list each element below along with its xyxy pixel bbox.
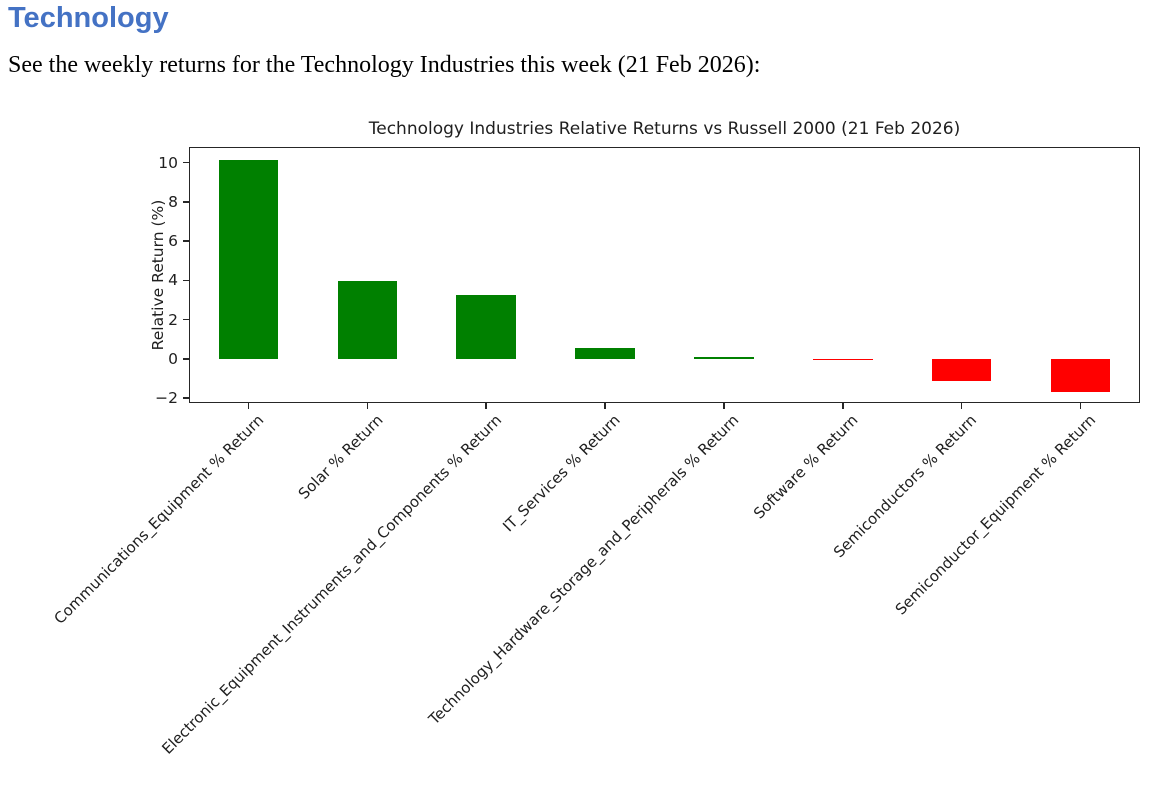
x-tick-mark <box>1079 403 1082 409</box>
y-tick-label: 4 <box>168 271 178 290</box>
x-tick-label: Semiconductor_Equipment % Return <box>891 411 1100 619</box>
bar <box>694 357 754 359</box>
y-tick-mark <box>183 318 189 321</box>
bar <box>575 348 635 359</box>
y-tick-label: 10 <box>158 153 178 172</box>
x-tick-mark <box>485 403 487 409</box>
y-tick-mark <box>183 161 189 164</box>
bar <box>931 358 992 382</box>
y-tick-mark <box>183 279 189 282</box>
bar <box>1050 358 1111 393</box>
x-tick-label: Communications_Equipment % Return <box>50 411 268 628</box>
y-tick-mark <box>183 397 189 399</box>
x-tick-mark <box>247 403 250 409</box>
page-title: Technology <box>8 2 169 34</box>
y-tick-mark <box>183 201 189 203</box>
intro-text: See the weekly returns for the Technolog… <box>8 52 761 78</box>
x-tick-mark <box>604 403 606 409</box>
y-tick-label: −2 <box>155 389 178 408</box>
bar <box>337 281 398 359</box>
chart-title: Technology Industries Relative Returns v… <box>368 119 961 139</box>
y-tick-label: 0 <box>168 349 178 368</box>
y-tick-label: 2 <box>168 310 178 329</box>
y-tick-label: 8 <box>168 192 178 211</box>
x-tick-label: IT_Services % Return <box>499 411 624 536</box>
bar <box>456 295 516 359</box>
bar <box>813 358 873 361</box>
y-tick-label: 6 <box>168 232 178 251</box>
x-tick-mark <box>723 403 725 409</box>
x-tick-mark <box>366 403 369 409</box>
x-tick-mark <box>842 403 844 409</box>
y-tick-mark <box>183 358 189 360</box>
bar <box>218 159 279 359</box>
x-tick-label: Solar % Return <box>294 411 387 503</box>
x-tick-label: Software % Return <box>750 411 862 523</box>
x-tick-mark <box>960 403 963 409</box>
plot-area <box>189 147 1140 403</box>
y-tick-mark <box>183 240 189 242</box>
